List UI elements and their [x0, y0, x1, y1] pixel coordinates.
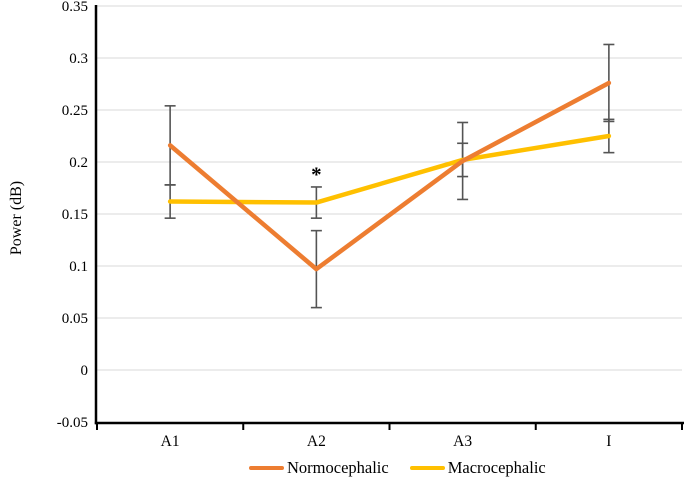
- y-tick-label: 0.2: [69, 155, 88, 171]
- legend-swatch-icon: [409, 465, 445, 471]
- legend-swatch-icon: [249, 465, 284, 471]
- y-axis-title: Power (dB): [8, 180, 25, 256]
- legend-label: Macrocephalic: [447, 458, 546, 477]
- y-tick-label: 0.1: [69, 259, 88, 275]
- y-tick-label: 0.35: [62, 0, 88, 15]
- y-tick-label: 0: [81, 363, 89, 379]
- y-tick-label: -0.05: [57, 415, 88, 431]
- x-category-label: A3: [453, 433, 472, 450]
- legend-label: Normocephalic: [287, 458, 389, 477]
- legend: Normocephalic Macrocephalic: [249, 458, 546, 478]
- x-category-label: I: [606, 433, 611, 450]
- legend-item-normocephalic: Normocephalic: [249, 458, 389, 478]
- y-tick-label: 0.25: [62, 103, 88, 119]
- series-line-macrocephalic: [167, 133, 612, 205]
- y-tick-label: 0.15: [62, 207, 88, 223]
- annotation-asterisk: *: [311, 162, 322, 186]
- y-tick-label: 0.3: [69, 51, 88, 67]
- x-category-label: A1: [161, 433, 180, 450]
- y-tick-label: 0.05: [62, 311, 88, 327]
- x-category-label: A2: [307, 433, 326, 450]
- legend-item-macrocephalic: Macrocephalic: [409, 458, 546, 478]
- series-line-normocephalic: [167, 80, 612, 272]
